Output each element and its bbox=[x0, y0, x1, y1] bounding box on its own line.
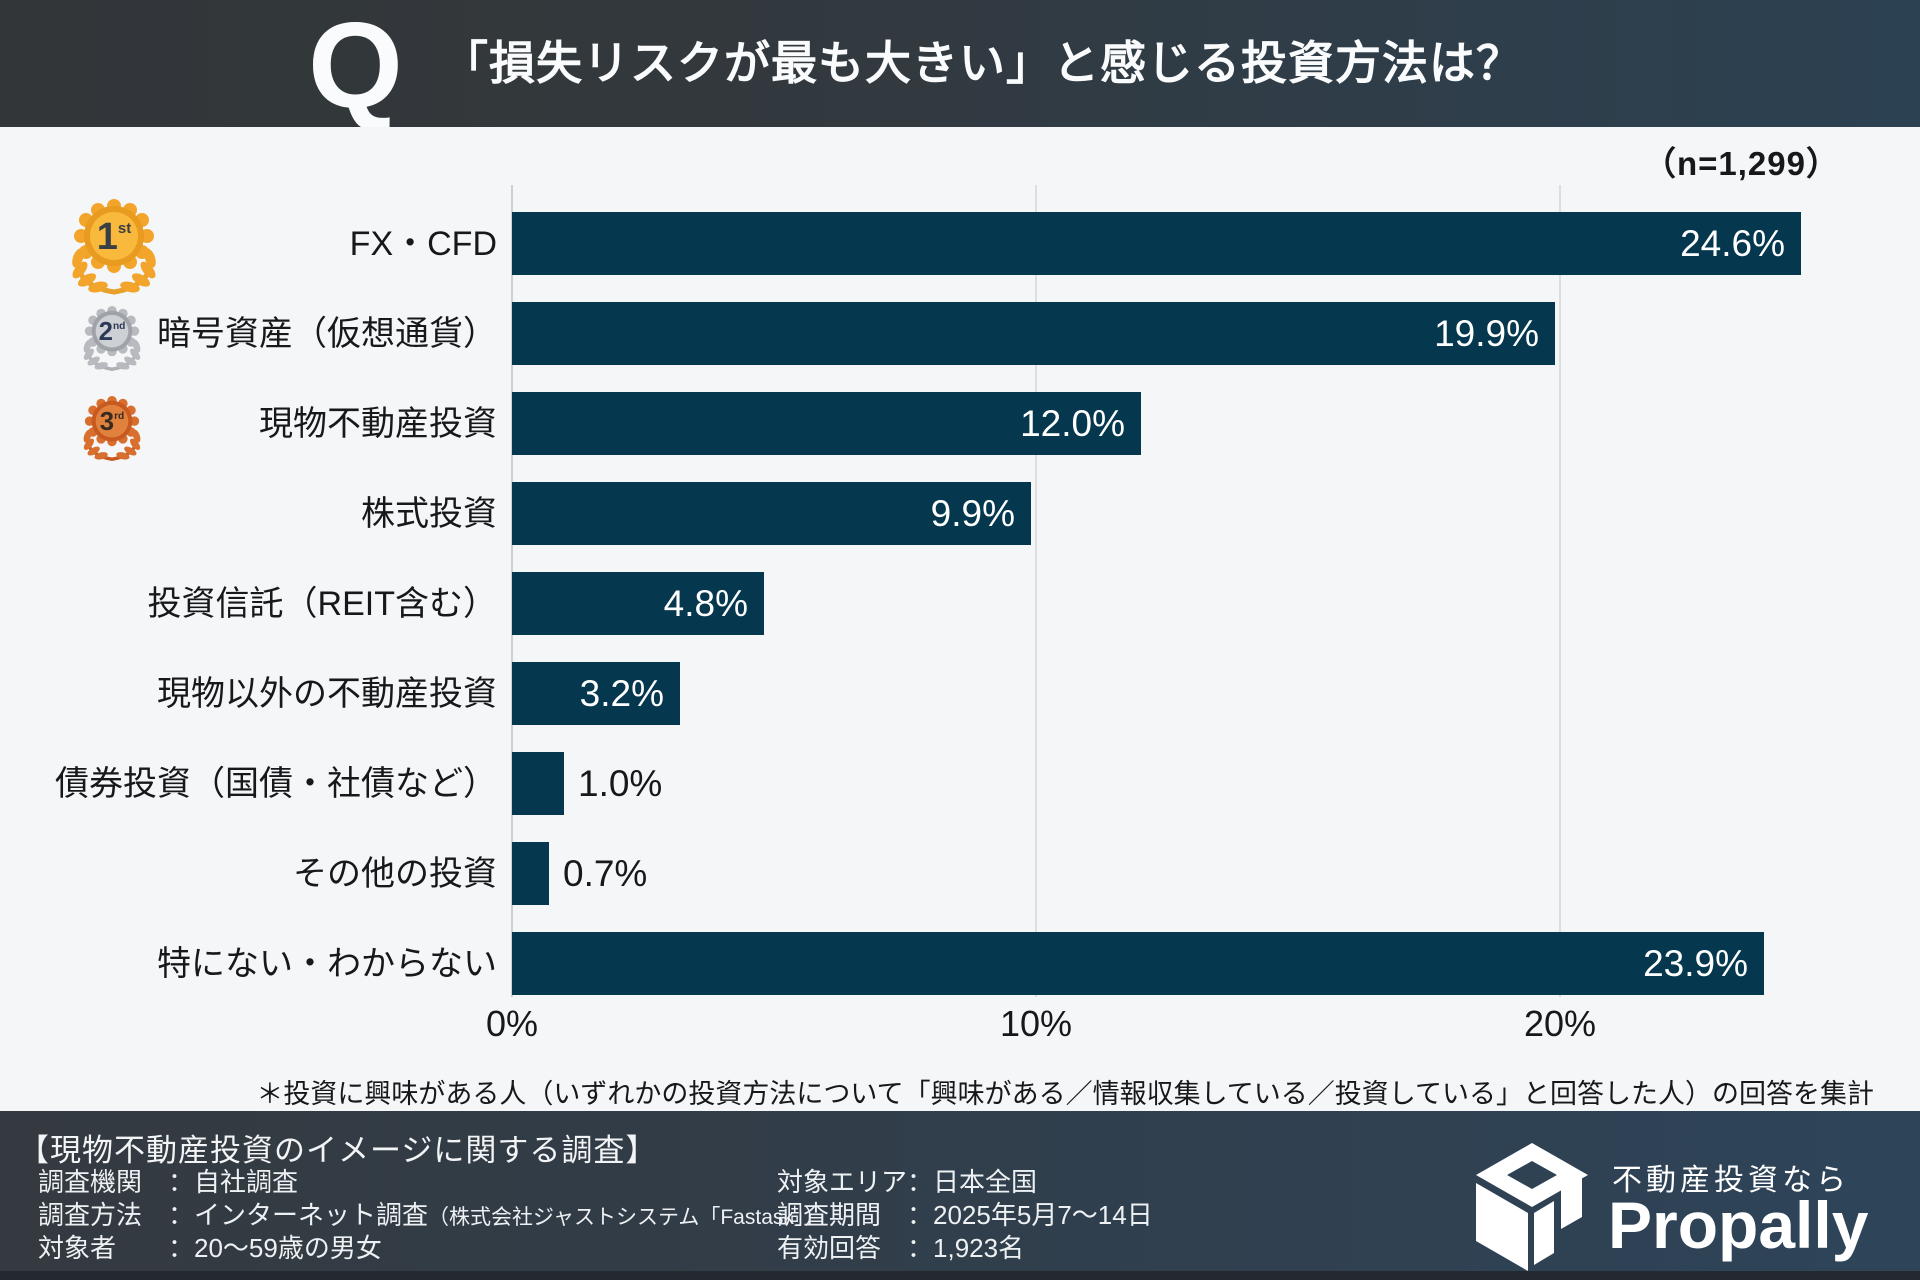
footer-panel: 【現物不動産投資のイメージに関する調査】 調査機関 ：自社調査 調査方法 ：イン… bbox=[0, 1111, 1920, 1280]
value-label: 23.9% bbox=[1643, 943, 1748, 984]
sample-size-label: （n=1,299） bbox=[1642, 145, 1840, 182]
info-value: ：インターネット調査 bbox=[168, 1200, 429, 1230]
value-label: 4.8% bbox=[663, 583, 748, 624]
bar-bonds bbox=[512, 752, 564, 815]
propally-logo-mark-icon bbox=[1476, 1143, 1588, 1271]
header-banner: Q 「損失リスクが最も大きい」と感じる投資方法は？ bbox=[0, 0, 1920, 133]
info-row: 調査方法 ：インターネット調査（株式会社ジャストシステム「Fastask」） bbox=[38, 1199, 825, 1232]
survey-info-right: 対象エリア：日本全国 調査期間 ：2025年5月7〜14日 有効回答 ：1,92… bbox=[777, 1166, 1153, 1265]
info-label: 調査機関 bbox=[38, 1167, 169, 1197]
info-value: ：日本全国 bbox=[907, 1167, 1038, 1197]
value-label: 1.0% bbox=[578, 763, 663, 804]
info-row: 調査機関 ：自社調査 bbox=[38, 1166, 825, 1199]
logo-brand-name: Propally bbox=[1608, 1188, 1869, 1262]
info-value: ：自社調査 bbox=[168, 1167, 299, 1197]
footnote: ＊投資に興味がある人（いずれかの投資方法について「興味がある／情報収集している／… bbox=[256, 1079, 1874, 1109]
laurel-wreath bbox=[83, 339, 141, 371]
x-tick-0: 0% bbox=[485, 1003, 539, 1044]
laurel-wreath bbox=[72, 248, 156, 295]
rank-1-gold-medal-icon: 1st bbox=[72, 199, 156, 295]
laurel-wreath bbox=[83, 429, 141, 461]
bar-chart: （n=1,299） 1st bbox=[0, 127, 1920, 1111]
category-label: 暗号資産（仮想通貨） bbox=[157, 315, 497, 353]
rank-2-silver-medal-icon: 2nd bbox=[83, 306, 141, 371]
value-label: 9.9% bbox=[930, 493, 1015, 534]
info-value: ：20〜59歳の男女 bbox=[168, 1233, 382, 1263]
info-value-small: （株式会社ジャストシステム「Fastask」） bbox=[428, 1206, 826, 1229]
info-label: 対象者 bbox=[38, 1233, 169, 1263]
x-tick-20: 20% bbox=[1523, 1003, 1597, 1044]
info-label: 調査方法 bbox=[38, 1200, 169, 1230]
bar-stocks: 9.9% bbox=[512, 482, 1031, 545]
rank-3-bronze-medal-icon: 3rd bbox=[83, 396, 141, 461]
medal-disc: 1st bbox=[74, 199, 154, 273]
category-label: 投資信託（REIT含む） bbox=[147, 585, 497, 623]
info-label: 有効回答 bbox=[777, 1233, 908, 1263]
page-title: 「損失リスクが最も大きい」と感じる投資方法は？ bbox=[442, 37, 1523, 89]
category-label: 債券投資（国債・社債など） bbox=[55, 765, 497, 803]
bar-crypto: 19.9% bbox=[512, 302, 1555, 365]
info-row: 有効回答 ：1,923名 bbox=[777, 1232, 1153, 1265]
category-label: 現物以外の不動産投資 bbox=[157, 675, 497, 713]
question-mark: Q bbox=[308, 0, 403, 133]
info-value: ：2025年5月7〜14日 bbox=[907, 1200, 1153, 1230]
logo-tagline: 不動産投資なら bbox=[1612, 1164, 1850, 1197]
value-label: 3.2% bbox=[579, 673, 664, 714]
info-label: 対象エリア bbox=[777, 1167, 908, 1197]
value-label: 0.7% bbox=[563, 853, 648, 894]
bar-other-investments bbox=[512, 842, 549, 905]
svg-text:1st: 1st bbox=[97, 216, 131, 258]
category-label: 株式投資 bbox=[361, 495, 497, 533]
x-tick-10: 10% bbox=[999, 1003, 1073, 1044]
bar-non-physical-real-estate: 3.2% bbox=[512, 662, 680, 725]
survey-title: 【現物不動産投資のイメージに関する調査】 bbox=[18, 1133, 658, 1168]
medal-disc: 3rd bbox=[84, 396, 140, 447]
info-row: 対象者 ：20〜59歳の男女 bbox=[38, 1232, 825, 1265]
info-value: ：1,923名 bbox=[907, 1233, 1025, 1263]
footer-bottom-strip bbox=[0, 1271, 1920, 1280]
value-label: 19.9% bbox=[1434, 313, 1539, 354]
info-label: 調査期間 bbox=[777, 1200, 908, 1230]
svg-text:2nd: 2nd bbox=[99, 318, 126, 346]
category-label: 現物不動産投資 bbox=[259, 405, 497, 443]
info-row: 対象エリア：日本全国 bbox=[777, 1166, 1153, 1199]
bar-physical-real-estate: 12.0% bbox=[512, 392, 1141, 455]
value-label: 24.6% bbox=[1680, 223, 1785, 264]
category-label: その他の投資 bbox=[293, 855, 497, 893]
propally-logo: 不動産投資なら Propally bbox=[1470, 1133, 1910, 1273]
info-row: 調査期間 ：2025年5月7〜14日 bbox=[777, 1199, 1153, 1232]
bar-none-dont-know: 23.9% bbox=[512, 932, 1764, 995]
bar-fx-cfd: 24.6% bbox=[512, 212, 1801, 275]
value-label: 12.0% bbox=[1020, 403, 1125, 444]
medal-disc: 2nd bbox=[84, 306, 140, 357]
svg-text:3rd: 3rd bbox=[100, 408, 125, 436]
bar-mutual-funds: 4.8% bbox=[512, 572, 764, 635]
gridline-10pct bbox=[1035, 185, 1037, 997]
category-label: 特にない・わからない bbox=[157, 945, 497, 983]
category-label: FX・CFD bbox=[349, 225, 497, 263]
gridline-20pct bbox=[1559, 185, 1561, 997]
survey-info-left: 調査機関 ：自社調査 調査方法 ：インターネット調査（株式会社ジャストシステム「… bbox=[38, 1166, 825, 1265]
